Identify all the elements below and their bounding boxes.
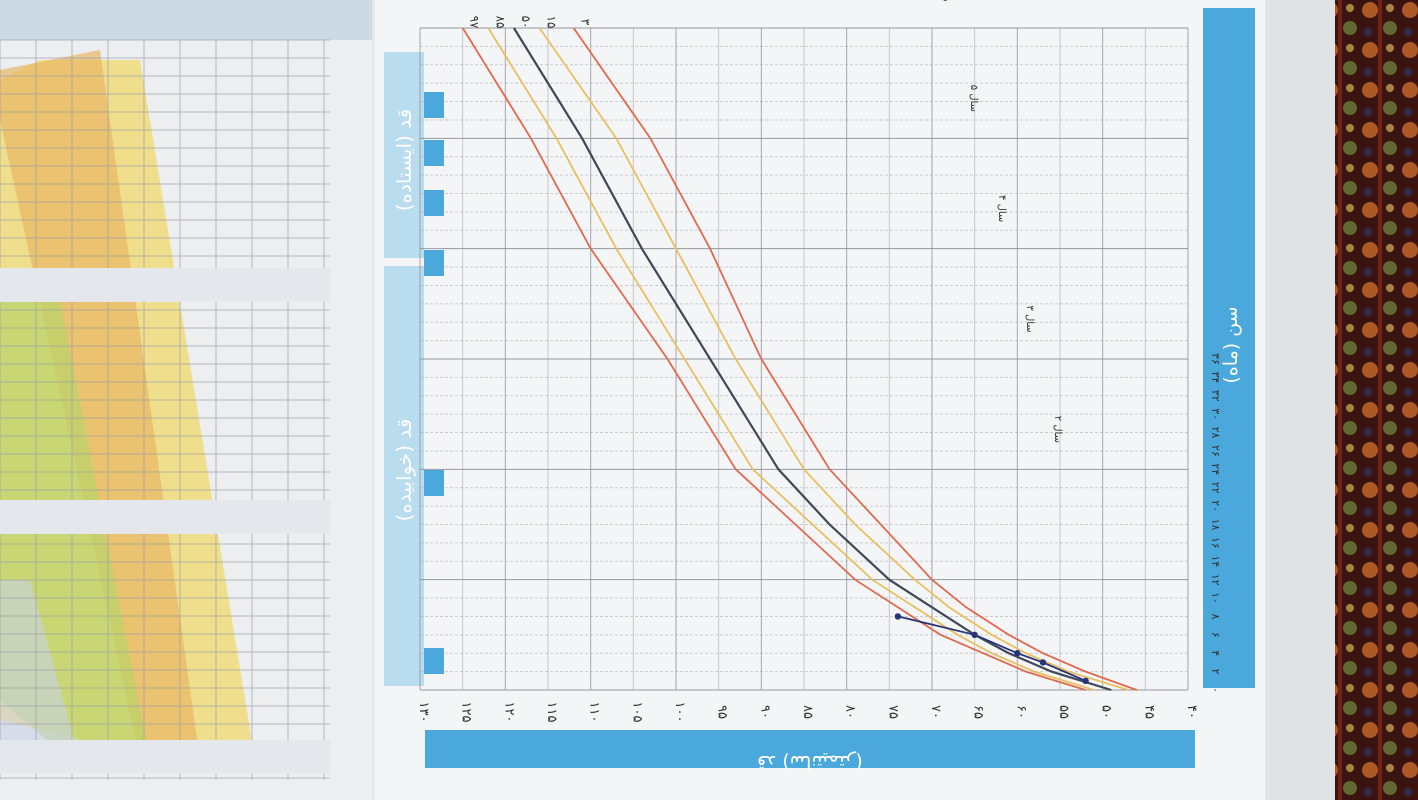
age-tick-label: ۳۴ xyxy=(1209,371,1222,383)
left-chart-sheet xyxy=(0,0,372,800)
height-tick-label: ۴۰ xyxy=(1184,705,1199,719)
age-tick-label: ۶ xyxy=(1209,632,1222,638)
percentile-label: ۹۷ xyxy=(468,16,482,29)
age-tick-label: ۳۰ xyxy=(1209,408,1222,420)
percentile-curve-2 xyxy=(538,27,1129,691)
age-axis-title: سن (ماه) xyxy=(1220,306,1242,383)
percentile-curve-4 xyxy=(487,27,1095,691)
age-tick-label: ۲۶ xyxy=(1209,445,1222,457)
year-label: ۴ سال xyxy=(996,195,1007,222)
year-label: ۶ سال xyxy=(940,0,951,2)
height-tick-label: ۱۲۵ xyxy=(459,702,474,723)
percentile-curve-5 xyxy=(461,27,1086,691)
percentile-label: ۱۵ xyxy=(544,16,558,29)
carpet-background xyxy=(1330,0,1418,800)
age-tick-label: ۲۴ xyxy=(1209,463,1222,475)
year-label: ۵ سال xyxy=(968,85,979,112)
height-tick-label: ۱۰۰ xyxy=(672,702,687,723)
height-tick-label: ۱۰۵ xyxy=(629,702,644,723)
height-tick-label: ۴۵ xyxy=(1141,705,1156,719)
percentile-label: ۵۰ xyxy=(519,16,533,29)
age-tab xyxy=(424,140,444,166)
age-tick-label: ۱۸ xyxy=(1209,519,1222,531)
height-tick-label: ۹۵ xyxy=(715,705,730,719)
section-label-lying: قد (خوابیده) xyxy=(392,419,416,522)
child-measurement-point xyxy=(971,631,978,639)
height-tick-label: ۷۵ xyxy=(885,705,900,719)
year-label: ۳ سال xyxy=(1024,305,1035,332)
age-tick-label: ۲۲ xyxy=(1209,482,1222,494)
percentile-curve-3 xyxy=(512,27,1112,692)
child-measurement-point xyxy=(1082,677,1089,685)
age-tick-label: ۱۴ xyxy=(1209,555,1222,567)
age-tick-label: ۲۸ xyxy=(1209,427,1222,439)
age-tick-label: ۲۰ xyxy=(1209,500,1222,512)
height-tick-label: ۱۲۰ xyxy=(501,702,516,723)
percentile-label: ۸۵ xyxy=(493,16,507,29)
height-tick-label: ۵۵ xyxy=(1056,705,1071,719)
height-tick-label: ۶۵ xyxy=(971,705,986,719)
age-tab xyxy=(424,250,444,276)
percentile-label: ۳ xyxy=(579,19,593,26)
height-tick-label: ۸۵ xyxy=(800,705,815,719)
age-axis-bar xyxy=(1203,8,1255,688)
age-tab xyxy=(424,92,444,118)
age-tick-label: ۳۲ xyxy=(1209,390,1222,402)
age-tab xyxy=(424,190,444,216)
age-tick-label: ۱۲ xyxy=(1209,574,1222,586)
child-measurement-point xyxy=(894,613,902,620)
height-tick-label: ۱۱۵ xyxy=(544,702,559,723)
height-tick-label: ۶۰ xyxy=(1013,705,1028,719)
height-axis-title: قد (سانتیمتر) xyxy=(757,751,863,773)
height-tick-label: ۷۰ xyxy=(928,705,943,719)
age-tick-label: ۰ xyxy=(1209,687,1222,693)
height-tick-label: ۱۱۰ xyxy=(587,702,602,723)
age-tab xyxy=(424,648,444,674)
height-tick-label: ۹۰ xyxy=(757,705,772,719)
height-axis-bar xyxy=(425,730,1195,768)
age-tick-label: ۲ xyxy=(1209,669,1222,675)
year-label: ۲ سال xyxy=(1052,416,1063,443)
age-tick-label: ۱۰ xyxy=(1209,592,1222,604)
percentile-curve-1 xyxy=(572,27,1138,691)
main-chart-sheet: ۴۰۴۵۵۰۵۵۶۰۶۵۷۰۷۵۸۰۸۵۹۰۹۵۱۰۰۱۰۵۱۱۰۱۱۵۱۲۰۱… xyxy=(375,0,1265,800)
section-label-standing: قد (ایستاده) xyxy=(392,109,416,212)
height-tick-label: ۸۰ xyxy=(843,705,858,719)
age-tick-label: ۳۶ xyxy=(1209,353,1222,365)
child-measurement-point xyxy=(1014,650,1021,657)
height-tick-label: ۵۰ xyxy=(1099,705,1114,719)
age-tick-label: ۱۶ xyxy=(1209,537,1222,549)
section-bar xyxy=(384,52,424,686)
table-edge xyxy=(1260,0,1335,800)
age-tab xyxy=(424,470,444,496)
height-tick-label: ۱۳۰ xyxy=(416,702,431,723)
age-tick-label: ۸ xyxy=(1209,613,1222,619)
age-tick-label: ۴ xyxy=(1209,650,1222,656)
child-measurement-point xyxy=(1039,659,1047,666)
